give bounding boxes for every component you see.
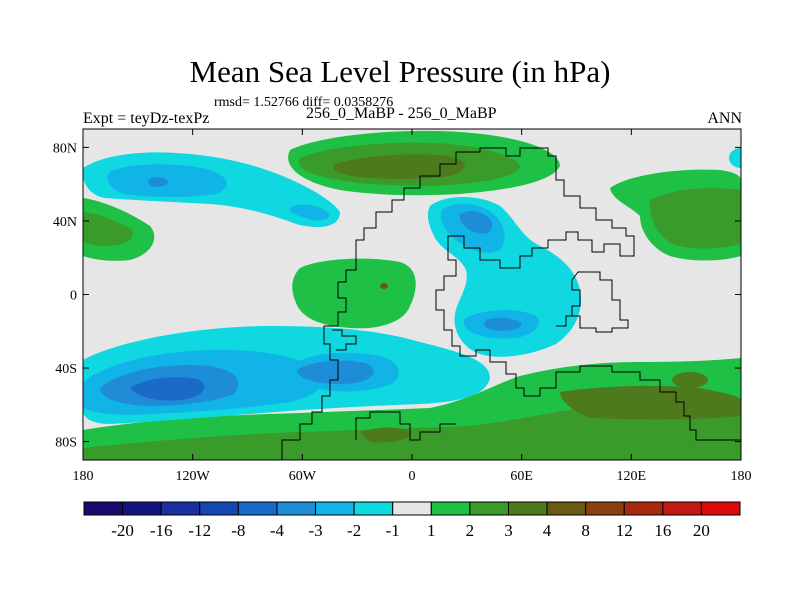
colorbar-label: -12 <box>188 521 211 540</box>
colorbar-swatch <box>199 501 239 516</box>
south-atlantic-blue-core <box>297 360 374 385</box>
colorbar-label: -4 <box>270 521 285 540</box>
colorbar-swatch <box>83 501 124 516</box>
colorbar-swatch <box>160 501 201 516</box>
continent-outlines <box>281 147 741 460</box>
west-dark-green-high <box>83 212 133 246</box>
lon-tick-label: 180 <box>73 469 94 484</box>
colorbar-swatch <box>122 501 162 516</box>
colorbar-label: 20 <box>693 521 710 540</box>
colorbar-label: 2 <box>466 521 475 540</box>
continent-outline-inner <box>556 315 580 327</box>
colorbar-swatch <box>662 501 702 516</box>
continent-outline-main <box>299 147 741 441</box>
colorbar-label: 8 <box>581 521 590 540</box>
south-atlantic-olive <box>672 372 708 388</box>
colorbar-swatch <box>237 501 278 516</box>
antarctic-brown-low <box>360 427 412 443</box>
experiment-label: Expt = teyDz-texPz <box>83 110 210 127</box>
southern-dark-green-band <box>83 400 741 460</box>
lat-tick-label: 40S <box>55 362 77 377</box>
north-pacific-brown-core <box>333 154 465 179</box>
longitude-ticks: 180 120W 60W 0 60E 120E 180 <box>73 129 752 484</box>
southern-deep-blue-core <box>130 377 205 401</box>
lat-tick-label: 40N <box>53 215 77 230</box>
lon-tick-label: 120E <box>617 469 647 484</box>
colorbar-label: -3 <box>308 521 322 540</box>
lon-tick-label: 180 <box>731 469 752 484</box>
lat-tick-label: 0 <box>70 289 77 304</box>
colorbar-swatch <box>546 501 587 516</box>
east-edge-cyan <box>729 148 741 168</box>
colorbar-label: -20 <box>111 521 134 540</box>
lon-tick-label: 60W <box>289 469 317 484</box>
colorbar-label: -2 <box>347 521 361 540</box>
map-title: Mean Sea Level Pressure (in hPa) <box>189 54 611 89</box>
lon-tick-label: 60E <box>510 469 533 484</box>
colorbar-label: 4 <box>543 521 552 540</box>
colorbar-swatch <box>353 501 394 516</box>
central-blue-core-north <box>459 211 493 234</box>
season-label: ANN <box>707 110 742 127</box>
rmsd-diff-stats: rmsd= 1.52766 diff= 0.0358276 <box>214 95 394 110</box>
colorbar-label: 1 <box>427 521 436 540</box>
colorbar-label: -1 <box>386 521 400 540</box>
tropical-green-blob <box>292 258 416 329</box>
lon-tick-label: 120W <box>176 469 211 484</box>
lat-tick-label: 80N <box>53 141 77 156</box>
colorbar-label: 12 <box>616 521 633 540</box>
colorbar-swatch <box>585 501 625 516</box>
colorbar-swatch <box>276 501 317 516</box>
continent-outline-isthmus <box>332 329 357 351</box>
lon-tick-label: 0 <box>409 469 416 484</box>
colorbar-swatch <box>315 501 355 516</box>
lat-tick-label: 80S <box>55 436 77 451</box>
continent-outline-antarctic <box>281 411 456 460</box>
continent-outline-africa <box>571 271 629 333</box>
colorbar-swatch <box>392 501 432 516</box>
east-antarctic-olive <box>560 385 741 420</box>
colorbar-label: -8 <box>231 521 245 540</box>
colorbar-label: -16 <box>150 521 173 540</box>
colorbar-swatch <box>507 501 548 516</box>
colorbar-label: 16 <box>654 521 671 540</box>
north-pacific-small-cyan <box>289 204 330 221</box>
east-dark-green-high <box>649 188 741 249</box>
tropical-green-core <box>380 283 388 289</box>
pressure-field <box>83 130 741 460</box>
north-pacific-blue-core <box>148 177 168 187</box>
colorbar-label: 3 <box>504 521 513 540</box>
colorbar-swatch <box>623 501 664 516</box>
central-blue-core-south <box>484 317 522 331</box>
colorbar-swatch <box>700 501 741 516</box>
map-panel: 180 120W 60W 0 60E 120E 180 80N 40N 0 40S 80S <box>53 128 752 484</box>
comparison-label: 256_0_MaBP - 256_0_MaBP <box>306 105 497 122</box>
colorbar-swatch <box>469 501 509 516</box>
latitude-ticks: 80N 40N 0 40S 80S <box>53 141 741 451</box>
colorbar: -20 -16 -12 -8 -4 -3 -2 -1 1 2 3 4 8 12 16 20 <box>83 501 741 540</box>
colorbar-swatch <box>430 501 471 516</box>
